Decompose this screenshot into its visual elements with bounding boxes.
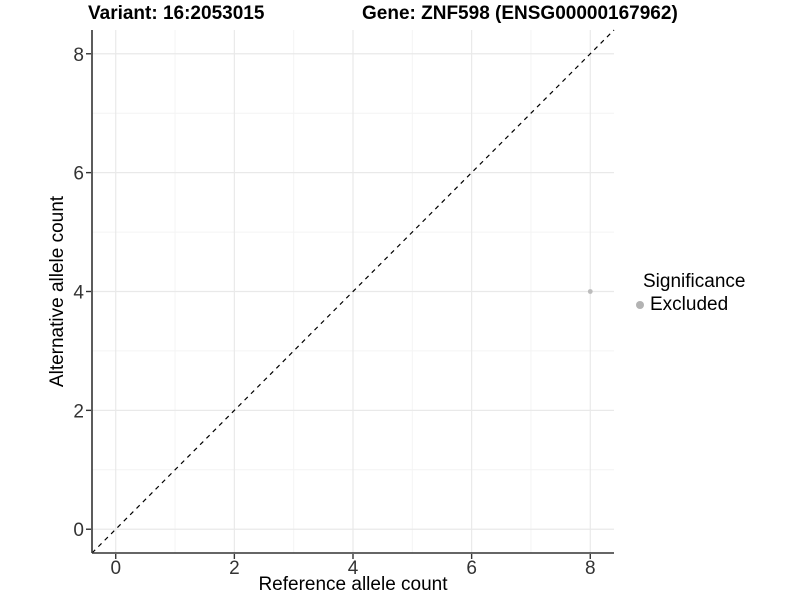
x-tick-label: 2 xyxy=(229,558,240,579)
y-tick-label: 2 xyxy=(73,401,84,422)
legend-title: Significance xyxy=(643,271,746,292)
data-point xyxy=(587,289,593,294)
legend: Significance Excluded xyxy=(636,271,800,315)
gene-title: Gene: ZNF598 (ENSG00000167962) xyxy=(362,3,678,24)
identity-line xyxy=(91,29,615,554)
y-axis-title: Alternative allele count xyxy=(47,195,68,387)
legend-entry-label: Excluded xyxy=(650,294,729,315)
x-tick-label: 4 xyxy=(348,558,359,579)
legend-entries: Excluded xyxy=(636,295,800,315)
x-axis-title: Reference allele count xyxy=(258,574,448,595)
y-tick-label: 0 xyxy=(73,520,84,541)
x-tick-label: 8 xyxy=(585,558,596,579)
x-tick-label: 6 xyxy=(466,558,477,579)
legend-entry: Excluded xyxy=(636,295,800,315)
legend-point-icon xyxy=(636,301,644,309)
y-tick-label: 8 xyxy=(73,45,84,66)
x-tick-label: 0 xyxy=(110,558,121,579)
variant-title: Variant: 16:2053015 xyxy=(88,3,265,24)
y-tick-label: 6 xyxy=(73,164,84,185)
y-tick-label: 4 xyxy=(73,283,84,304)
